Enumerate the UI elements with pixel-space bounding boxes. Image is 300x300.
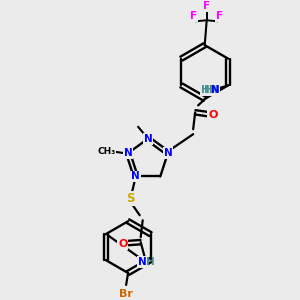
Text: N: N — [164, 148, 172, 158]
Text: F: F — [216, 11, 223, 21]
Text: O: O — [118, 239, 128, 249]
Text: F: F — [190, 11, 197, 21]
Text: N: N — [131, 172, 140, 182]
Text: HN: HN — [201, 85, 219, 95]
Text: N: N — [144, 134, 152, 144]
Text: CH₃: CH₃ — [97, 147, 116, 156]
Text: N: N — [138, 257, 147, 267]
Text: Br: Br — [119, 289, 133, 299]
Text: H: H — [146, 257, 155, 267]
Text: N: N — [211, 85, 219, 95]
Text: F: F — [203, 1, 210, 11]
Text: N: N — [124, 148, 133, 158]
Text: S: S — [127, 192, 135, 205]
Text: H: H — [204, 85, 212, 95]
Text: O: O — [208, 110, 218, 120]
